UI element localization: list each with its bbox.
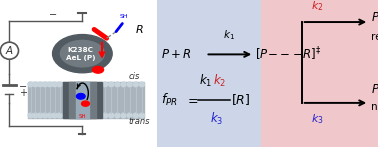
- Circle shape: [102, 82, 108, 87]
- Bar: [261, 0, 378, 147]
- Text: +: +: [19, 88, 27, 98]
- Circle shape: [139, 113, 144, 118]
- Text: SH: SH: [119, 14, 128, 19]
- Text: reaction: reaction: [371, 32, 378, 42]
- Circle shape: [38, 82, 43, 87]
- Circle shape: [121, 113, 126, 118]
- Circle shape: [0, 42, 19, 59]
- Circle shape: [33, 113, 38, 118]
- Text: SH: SH: [79, 114, 86, 119]
- Text: $k_1$: $k_1$: [199, 73, 212, 89]
- Circle shape: [28, 113, 33, 118]
- Circle shape: [127, 82, 132, 87]
- Circle shape: [52, 82, 57, 87]
- Polygon shape: [69, 82, 96, 118]
- Polygon shape: [76, 82, 88, 118]
- Text: trans: trans: [129, 117, 150, 126]
- Circle shape: [38, 113, 43, 118]
- Circle shape: [109, 82, 114, 87]
- Text: −: −: [19, 82, 27, 92]
- Text: $PR$: $PR$: [371, 11, 378, 24]
- Circle shape: [133, 113, 138, 118]
- Bar: [28, 82, 144, 118]
- Circle shape: [139, 82, 144, 87]
- Circle shape: [47, 113, 53, 118]
- Text: $k_2$: $k_2$: [213, 73, 226, 89]
- Text: $[R]$: $[R]$: [231, 92, 250, 107]
- Ellipse shape: [76, 93, 85, 99]
- Text: $k_3$: $k_3$: [311, 112, 323, 126]
- Bar: [157, 0, 261, 147]
- Circle shape: [43, 113, 48, 118]
- Circle shape: [52, 113, 57, 118]
- Text: cis: cis: [129, 72, 140, 81]
- Polygon shape: [63, 82, 102, 118]
- Circle shape: [57, 82, 62, 87]
- Circle shape: [28, 82, 33, 87]
- Ellipse shape: [53, 35, 112, 73]
- Circle shape: [43, 82, 48, 87]
- Ellipse shape: [82, 101, 90, 106]
- Circle shape: [133, 82, 138, 87]
- Ellipse shape: [93, 66, 104, 73]
- Text: $k_3$: $k_3$: [210, 111, 223, 127]
- Text: $f_{PR}$: $f_{PR}$: [161, 92, 178, 108]
- Text: $=$: $=$: [184, 93, 198, 106]
- Circle shape: [127, 113, 132, 118]
- Text: $k_2$: $k_2$: [311, 0, 323, 13]
- Circle shape: [102, 113, 108, 118]
- Text: $R$: $R$: [135, 23, 144, 35]
- Text: K238C
AeL (P): K238C AeL (P): [66, 47, 96, 61]
- Circle shape: [109, 113, 114, 118]
- Text: $P + R$: $P + R$: [161, 48, 192, 61]
- Text: non-reaction: non-reaction: [371, 102, 378, 112]
- Circle shape: [115, 113, 120, 118]
- Circle shape: [57, 113, 62, 118]
- Text: $[P\!-\!-\!-\!R]^{\ddagger}$: $[P\!-\!-\!-\!R]^{\ddagger}$: [255, 46, 321, 63]
- Text: $k_1$: $k_1$: [223, 28, 235, 42]
- Text: $P + R$: $P + R$: [371, 83, 378, 96]
- Text: −: −: [49, 10, 57, 20]
- Ellipse shape: [60, 40, 104, 67]
- Circle shape: [33, 82, 38, 87]
- Circle shape: [115, 82, 120, 87]
- Circle shape: [47, 82, 53, 87]
- Circle shape: [121, 82, 126, 87]
- Text: A: A: [6, 46, 13, 56]
